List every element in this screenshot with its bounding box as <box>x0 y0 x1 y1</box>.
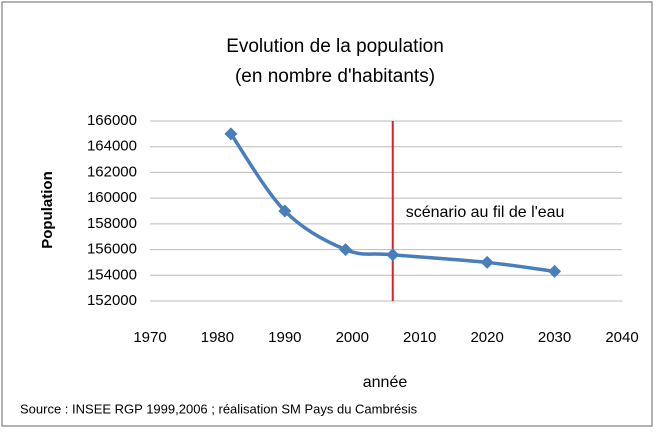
y-tick-label: 160000 <box>87 189 137 206</box>
y-axis-label: Population <box>39 171 56 249</box>
x-tick-label: 1970 <box>133 329 166 346</box>
y-tick-label: 164000 <box>87 138 137 155</box>
marker <box>386 248 400 262</box>
x-tick-label: 1990 <box>268 329 301 346</box>
frame <box>1 1 653 427</box>
y-tick-label: 166000 <box>87 112 137 129</box>
y-tick-label: 158000 <box>87 215 137 232</box>
marker <box>548 264 562 278</box>
x-tick-label: 2030 <box>538 329 571 346</box>
source: Source : INSEE RGP 1999,2006 ; réalisati… <box>20 401 418 416</box>
x-axis-label: année <box>363 374 408 391</box>
y-tick-label: 152000 <box>87 292 137 309</box>
chart-title: Evolution de la population <box>226 36 444 57</box>
chart-title: (en nombre d'habitants) <box>235 66 435 87</box>
x-tick-label: 1980 <box>201 329 234 346</box>
annotation: scénario au fil de l'eau <box>406 204 565 221</box>
x-tick-label: 2000 <box>336 329 369 346</box>
x-tick-label: 2020 <box>470 329 503 346</box>
y-tick-label: 162000 <box>87 163 137 180</box>
y-tick-label: 156000 <box>87 241 137 258</box>
marker <box>224 127 238 141</box>
marker <box>339 243 353 257</box>
x-tick-label: 2010 <box>403 329 436 346</box>
line <box>229 132 555 274</box>
y-tick-label: 154000 <box>87 266 137 283</box>
marker <box>480 255 494 269</box>
x-tick-label: 2040 <box>605 329 638 346</box>
marker <box>278 204 292 218</box>
